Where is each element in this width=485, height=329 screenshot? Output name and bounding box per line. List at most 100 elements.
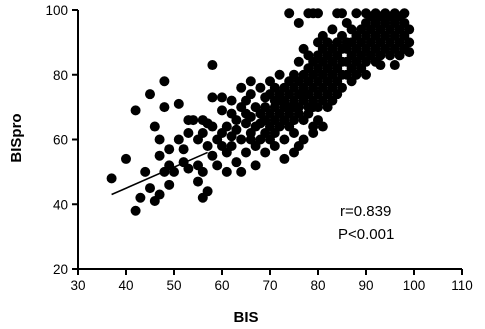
data-point [207, 92, 218, 103]
data-point [154, 134, 165, 145]
data-point [279, 134, 290, 145]
data-point [389, 60, 400, 71]
regression-line [111, 151, 208, 196]
data-point [135, 192, 146, 203]
data-point [241, 147, 251, 158]
x-tick-label: 30 [70, 278, 85, 293]
data-point [289, 147, 299, 158]
data-point [231, 157, 242, 168]
data-point [370, 8, 381, 19]
data-point [149, 121, 160, 132]
data-point [193, 176, 203, 187]
data-point [106, 173, 117, 184]
correlation-annotation: r=0.839 [340, 203, 391, 220]
data-point [293, 56, 304, 67]
data-point [217, 92, 227, 103]
data-point [269, 140, 280, 151]
data-point [361, 69, 371, 80]
data-point [231, 124, 242, 135]
data-point [255, 82, 266, 93]
data-point [173, 98, 184, 109]
data-point [332, 8, 343, 19]
data-point [260, 147, 271, 158]
x-tick-label: 90 [358, 278, 373, 293]
data-point [207, 121, 218, 132]
data-point [226, 140, 237, 151]
data-point [140, 166, 151, 177]
data-point [169, 166, 179, 177]
data-point [212, 160, 223, 171]
y-tick-label: 40 [53, 197, 68, 212]
data-point [197, 115, 208, 126]
data-point [145, 183, 155, 194]
data-point [404, 37, 415, 48]
data-point [308, 128, 319, 139]
data-point [245, 111, 256, 122]
data-point [245, 76, 256, 87]
data-point [341, 17, 352, 28]
data-point [236, 82, 247, 93]
data-point [154, 189, 165, 200]
data-point [236, 134, 247, 145]
data-point [159, 102, 170, 113]
data-point [298, 134, 309, 145]
data-point [202, 140, 213, 151]
x-tick-label: 40 [118, 278, 133, 293]
data-point [404, 24, 415, 35]
y-tick-label: 80 [53, 68, 68, 83]
x-tick-label: 110 [451, 278, 473, 293]
x-tick-label: 100 [403, 278, 426, 293]
data-point [226, 108, 237, 119]
data-point [164, 144, 175, 155]
data-point [250, 160, 261, 171]
data-point [346, 76, 357, 87]
data-point [221, 166, 232, 177]
y-axis-title: BISpro [8, 113, 25, 162]
data-point [327, 24, 338, 35]
x-tick-label: 60 [214, 278, 229, 293]
data-point [399, 8, 410, 19]
data-point [197, 128, 208, 139]
data-point [279, 153, 290, 164]
x-tick-label: 50 [166, 278, 181, 293]
data-point [236, 166, 247, 177]
data-point [207, 60, 218, 71]
p-value-annotation: P<0.001 [338, 226, 394, 243]
data-point [159, 76, 170, 87]
data-point [404, 47, 415, 58]
x-axis-ticks: 30 40 50 60 70 80 90 100 110 [70, 269, 473, 293]
data-point [145, 89, 155, 100]
data-point [130, 105, 141, 116]
data-point [130, 205, 141, 216]
y-tick-label: 100 [45, 3, 68, 18]
data-point [221, 121, 232, 132]
data-point [293, 17, 304, 28]
data-point [226, 95, 237, 106]
data-point [207, 150, 218, 161]
data-point [197, 166, 208, 177]
data-point [202, 186, 213, 197]
data-point [188, 115, 199, 126]
data-point [217, 105, 227, 116]
data-point [317, 121, 328, 132]
data-point [337, 82, 347, 93]
data-points [106, 8, 415, 216]
data-point [289, 128, 299, 139]
data-point [284, 8, 295, 19]
data-point [274, 69, 285, 80]
data-point [154, 150, 165, 161]
data-point [164, 179, 175, 190]
data-point [183, 128, 194, 139]
data-point [351, 8, 362, 19]
x-tick-label: 70 [262, 278, 277, 293]
data-point [178, 144, 189, 155]
y-axis-ticks: 20 40 60 80 100 [45, 3, 78, 277]
y-tick-label: 20 [53, 262, 68, 277]
data-point [183, 163, 194, 174]
data-point [375, 60, 386, 71]
data-point [245, 89, 256, 100]
data-point [173, 134, 184, 145]
x-tick-label: 80 [310, 278, 325, 293]
data-point [121, 153, 131, 164]
